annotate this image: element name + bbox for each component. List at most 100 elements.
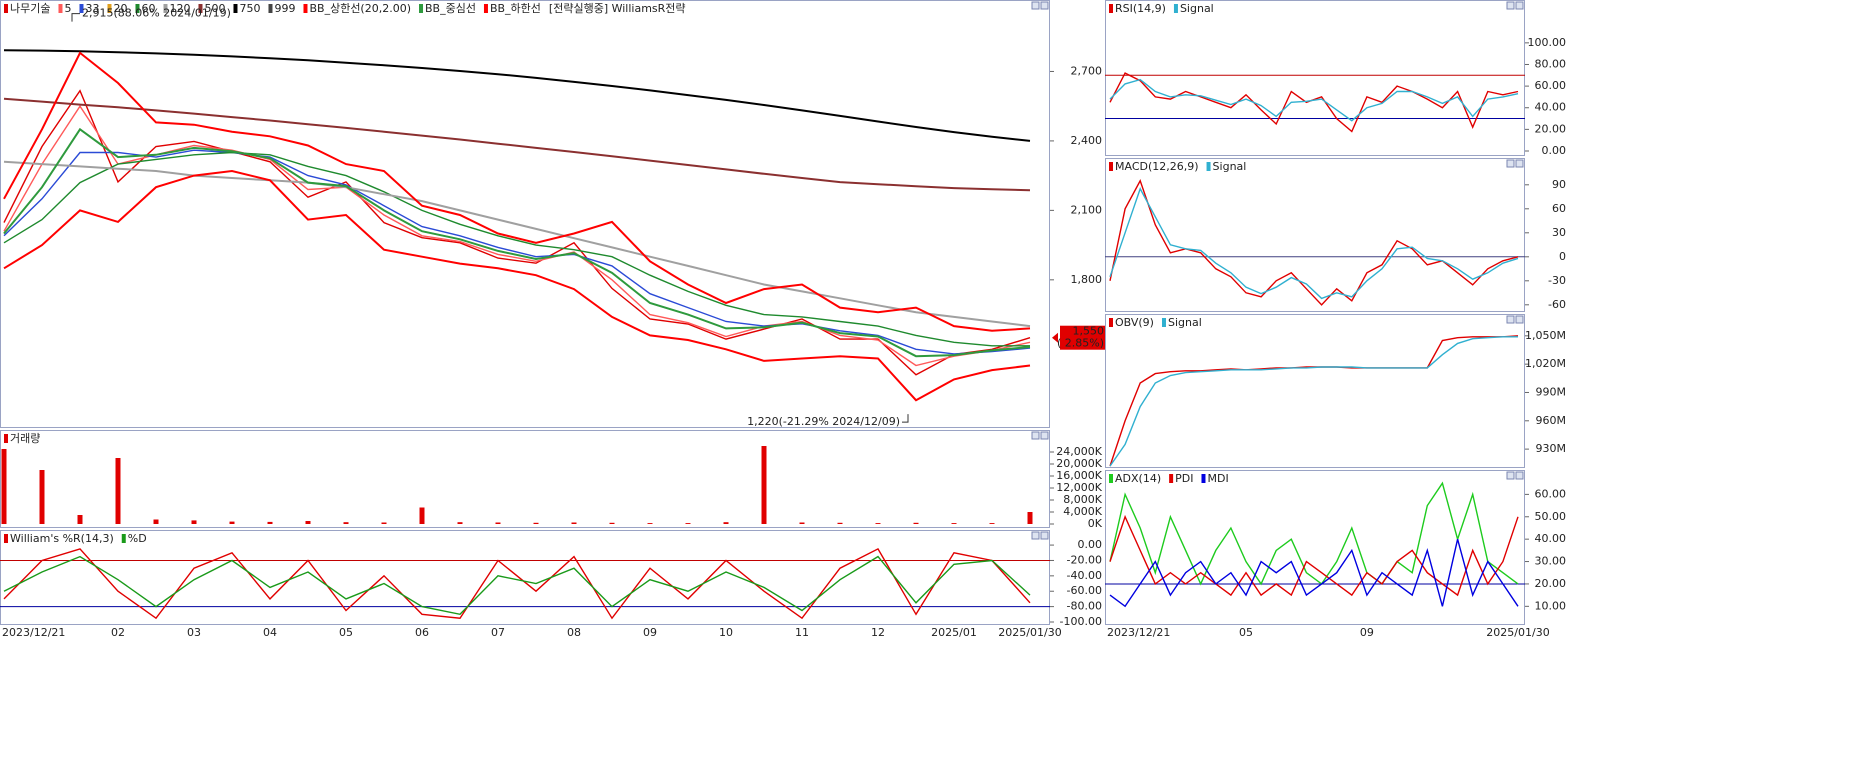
x-tick-label: 07	[491, 626, 505, 639]
x-tick-label: 06	[415, 626, 429, 639]
series-line	[3, 128, 1031, 357]
x-tick-label: 2025/01	[931, 626, 977, 639]
legend-label: 750	[239, 2, 260, 15]
volume-bar	[267, 521, 273, 524]
y-tick-label: 4,000K	[1063, 505, 1102, 518]
panel-frame	[1105, 0, 1525, 156]
panel-button	[1031, 1, 1040, 10]
legend-label: William's %R(14,3)	[10, 532, 114, 545]
y-tick-label: 2,700	[1071, 64, 1103, 77]
legend-swatch	[1109, 474, 1113, 483]
y-tick-label: 40.00	[1535, 101, 1567, 114]
series-line	[1109, 336, 1518, 467]
y-tick-label: -20.00	[1067, 553, 1102, 566]
y-tick-label: 0K	[1088, 517, 1103, 530]
legend-label: Signal	[1180, 2, 1214, 15]
x-tick-label: 12	[871, 626, 885, 639]
y-tick-label: 60.00	[1535, 487, 1567, 500]
panel-button	[1040, 431, 1049, 440]
panel-button	[1515, 159, 1524, 168]
x-tick-label: 2023/12/21	[2, 626, 65, 639]
legend-label: 60	[141, 2, 155, 15]
series-line	[1109, 72, 1519, 133]
legend-label: BB_중심선	[425, 2, 476, 15]
series-line	[3, 151, 1030, 347]
volume-bar	[153, 519, 159, 524]
volume-bar	[761, 446, 767, 524]
volume-bar	[647, 523, 653, 524]
last-price-box	[1060, 325, 1106, 350]
x-tick-label: 2023/12/21	[1107, 626, 1170, 639]
panel-frame	[1105, 470, 1525, 625]
volume-bar	[951, 523, 957, 524]
y-tick-label: 990M	[1536, 385, 1567, 398]
volume-bar	[685, 523, 691, 524]
legend-swatch	[58, 4, 63, 13]
legend-label: 500	[204, 2, 225, 15]
x-tick-label: 09	[1360, 626, 1374, 639]
legend-label: RSI(14,9)	[1115, 2, 1166, 15]
series-line	[3, 555, 1031, 616]
series-line	[3, 49, 1031, 142]
y-tick-label: 2,100	[1071, 203, 1103, 216]
y-tick-label: 16,000K	[1056, 469, 1102, 482]
volume-bar	[609, 522, 615, 524]
x-tick-label: 05	[1239, 626, 1253, 639]
legend-swatch	[1161, 318, 1166, 327]
volume-bar	[457, 522, 463, 524]
y-tick-label: 50.00	[1535, 510, 1567, 523]
legend-label: MACD(12,26,9)	[1115, 160, 1199, 173]
legend-swatch	[483, 4, 488, 13]
panel-button	[1040, 531, 1049, 540]
panel-button	[1515, 471, 1524, 480]
y-tick-label: 90	[1552, 178, 1566, 191]
y-tick-label: 1,050M	[1525, 329, 1566, 342]
legend-swatch	[419, 4, 424, 13]
y-tick-label: 80.00	[1535, 57, 1567, 70]
x-tick-label: 10	[719, 626, 733, 639]
y-tick-label: 30	[1552, 226, 1566, 239]
y-tick-label: -80.00	[1067, 600, 1102, 613]
volume-bar	[77, 515, 83, 524]
annotation-leader	[71, 13, 80, 22]
legend-swatch	[1173, 4, 1178, 13]
series-line	[1109, 539, 1519, 608]
x-tick-label: 09	[643, 626, 657, 639]
x-tick-label: 05	[339, 626, 353, 639]
panel-button	[1031, 531, 1040, 540]
y-tick-label: 10.00	[1535, 599, 1567, 612]
legend-swatch	[1109, 4, 1113, 13]
legend-swatch	[268, 4, 273, 13]
legend-label: MDI	[1207, 472, 1228, 485]
volume-bar	[913, 522, 919, 524]
series-line	[3, 169, 1031, 402]
x-tick-label: 08	[567, 626, 581, 639]
x-tick-label: 02	[111, 626, 125, 639]
panel-frame	[1105, 158, 1525, 312]
legend-swatch	[303, 4, 308, 13]
series-line	[3, 97, 1031, 192]
volume-bar	[229, 521, 235, 524]
volume-bar	[39, 470, 45, 524]
y-tick-label: 20,000K	[1056, 457, 1102, 470]
series-line	[1109, 78, 1519, 122]
panel-button	[1515, 1, 1524, 10]
series-line	[3, 149, 1031, 355]
series-line	[1109, 481, 1519, 586]
legend-label: 999	[274, 2, 295, 15]
legend-swatch	[1206, 162, 1211, 171]
annotation-text: 2,915(88.06% 2024/01/19)	[82, 7, 231, 20]
legend-label: 나무기술	[10, 2, 50, 15]
y-tick-label: 20.00	[1535, 122, 1567, 135]
legend-swatch	[4, 534, 8, 543]
legend-label: ADX(14)	[1115, 472, 1161, 485]
legend-swatch	[1169, 474, 1174, 483]
legend-swatch	[4, 434, 8, 443]
legend-swatch	[4, 4, 8, 13]
legend-swatch	[79, 4, 84, 13]
panel-button	[1506, 315, 1515, 324]
y-tick-label: 40.00	[1535, 532, 1567, 545]
y-tick-label: -60.00	[1067, 584, 1102, 597]
